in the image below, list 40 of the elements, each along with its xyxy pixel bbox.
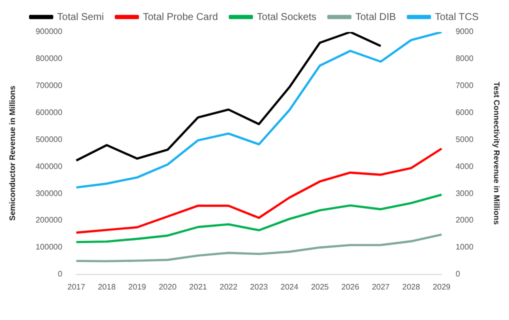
y-tick-label: 500000 (36, 134, 63, 144)
x-tick-label: 2020 (158, 282, 178, 292)
legend-label: Total DIB (355, 12, 396, 23)
y2-tick-label: 1000 (456, 242, 474, 252)
legend-label: Total Sockets (256, 12, 316, 23)
x-tick-label: 2026 (341, 282, 360, 292)
legend-label: Total Semi (57, 12, 104, 23)
x-tick-label: 2024 (280, 282, 299, 292)
x-tick-label: 2019 (128, 282, 147, 292)
y2-tick-label: 6000 (456, 108, 474, 118)
legend-label: Total Probe Card (142, 12, 218, 23)
y-tick-label: 800000 (36, 54, 63, 64)
x-tick-label: 2023 (250, 282, 268, 292)
x-tick-label: 2022 (220, 282, 238, 292)
legend-label: Total TCS (434, 12, 479, 23)
y2-tick-label: 3000 (456, 188, 474, 198)
y2-tick-label: 2000 (456, 216, 474, 225)
y2-axis-title: Test Connectivity Revenue in Millions (492, 82, 501, 226)
y-tick-label: 600000 (36, 108, 63, 118)
x-tick-label: 2028 (402, 282, 421, 292)
y-tick-label: 0 (58, 270, 63, 279)
x-tick-label: 2017 (67, 282, 86, 292)
x-tick-label: 2029 (432, 282, 452, 292)
y2-tick-label: 7000 (456, 81, 474, 90)
y-tick-label: 400000 (36, 162, 63, 171)
y2-tick-label: 9000 (456, 27, 474, 36)
y-tick-label: 100000 (36, 242, 63, 252)
x-tick-label: 2025 (310, 282, 330, 292)
x-tick-label: 2027 (372, 282, 390, 292)
y-tick-label: 200000 (36, 216, 63, 225)
y-tick-label: 900000 (36, 27, 63, 36)
y-axis-title: Semiconductor Revenue in Millions (8, 85, 18, 221)
y-tick-label: 300000 (36, 188, 63, 198)
y2-tick-label: 4000 (456, 162, 474, 171)
x-tick-label: 2021 (189, 282, 208, 292)
y2-tick-label: 0 (456, 270, 461, 279)
x-tick-label: 2018 (98, 282, 116, 292)
y-tick-label: 700000 (36, 81, 63, 90)
y2-tick-label: 8000 (456, 54, 474, 64)
y2-tick-label: 5000 (456, 134, 474, 144)
